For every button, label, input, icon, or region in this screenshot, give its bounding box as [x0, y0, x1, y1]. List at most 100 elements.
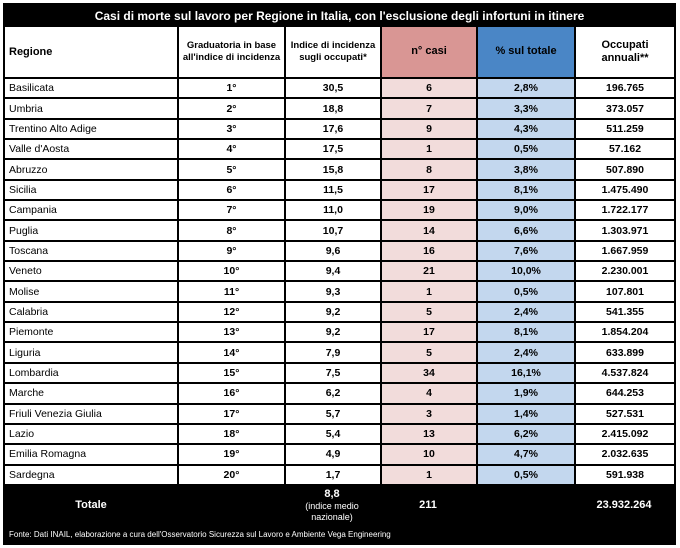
- region-name-cell: Calabria: [9, 305, 49, 318]
- incidence-index-cell: 9,6: [284, 241, 380, 261]
- totals-indice-note: (indice medio nazionale): [305, 501, 359, 522]
- percent-total-cell: 3,3%: [476, 99, 574, 118]
- totals-indice-cell: 8,8 (indice medio nazionale): [284, 484, 380, 526]
- table-row: Toscana 9° 9,6 16 7,6% 1.667.959: [5, 241, 674, 263]
- cases-count-cell: 13: [380, 424, 476, 444]
- cases-count-cell: 17: [380, 323, 476, 342]
- cases-count-cell: 5: [380, 343, 476, 362]
- region-name-cell: Molise: [9, 285, 40, 298]
- column-header-graduatoria: Graduatoria in base all'indice di incide…: [177, 27, 284, 77]
- rank-cell: 17°: [177, 404, 284, 423]
- table-row: Friuli Venezia Giulia 17° 5,7 3 1,4% 527.531: [5, 404, 674, 425]
- incidence-index-cell: 9,2: [284, 302, 380, 322]
- table-row: Marche 16° 6,2 4 1,9% 644.253: [5, 384, 674, 405]
- rank-cell: 5°: [177, 160, 284, 179]
- table-row: Basilicata 1° 30,5 6 2,8% 196.765: [5, 79, 674, 100]
- table-row: Sardegna 20° 1,7 1 0,5% 591.938: [5, 465, 674, 484]
- incidence-index-cell: 17,5: [284, 140, 380, 159]
- totals-row: Totale 8,8 (indice medio nazionale) 211 …: [5, 484, 674, 526]
- table-row: Piemonte 13° 9,2 17 8,1% 1.854.204: [5, 323, 674, 344]
- rank-cell: 3°: [177, 119, 284, 139]
- incidence-index-cell: 11,5: [284, 180, 380, 200]
- cases-count-cell: 19: [380, 201, 476, 220]
- table-row: Puglia 8° 10,7 14 6,6% 1.303.971: [5, 221, 674, 242]
- cases-count-cell: 1: [380, 140, 476, 159]
- percent-total-cell: 9,0%: [476, 201, 574, 220]
- region-name-cell: Piemonte: [9, 326, 54, 339]
- annual-employed-cell: 527.531: [574, 404, 674, 423]
- table-row: Molise 11° 9,3 1 0,5% 107.801: [5, 282, 674, 303]
- rank-cell: 6°: [177, 180, 284, 200]
- rank-cell: 12°: [177, 302, 284, 322]
- incidence-index-cell: 9,3: [284, 282, 380, 301]
- annual-employed-cell: 644.253: [574, 384, 674, 403]
- incidence-index-cell: 6,2: [284, 384, 380, 403]
- annual-employed-cell: 591.938: [574, 465, 674, 484]
- rank-cell: 8°: [177, 221, 284, 240]
- cases-count-cell: 10: [380, 445, 476, 464]
- cases-count-cell: 8: [380, 160, 476, 179]
- incidence-index-cell: 5,4: [284, 424, 380, 444]
- totals-casi-value: 211: [419, 499, 437, 511]
- region-name-cell: Trentino Alto Adige: [9, 122, 97, 135]
- annual-employed-cell: 1.667.959: [574, 241, 674, 261]
- region-name-cell: Lombardia: [9, 366, 59, 379]
- table-row: Valle d'Aosta 4° 17,5 1 0,5% 57.162: [5, 140, 674, 161]
- annual-employed-cell: 511.259: [574, 119, 674, 139]
- rank-cell: 14°: [177, 343, 284, 362]
- column-header-n-casi: n° casi: [380, 27, 476, 77]
- incidence-index-cell: 11,0: [284, 201, 380, 220]
- cases-count-cell: 1: [380, 465, 476, 484]
- totals-indice-value: 8,8: [324, 488, 340, 501]
- percent-total-cell: 2,4%: [476, 343, 574, 362]
- column-header-regione: Regione: [9, 46, 53, 58]
- annual-employed-cell: 4.537.824: [574, 363, 674, 383]
- totals-occupati-value: 23.932.264: [596, 499, 652, 511]
- cases-count-cell: 6: [380, 79, 476, 98]
- table-row: Lombardia 15° 7,5 34 16,1% 4.537.824: [5, 363, 674, 385]
- table-row: Emilia Romagna 19° 4,9 10 4,7% 2.032.635: [5, 445, 674, 466]
- rank-cell: 13°: [177, 323, 284, 342]
- annual-employed-cell: 373.057: [574, 99, 674, 118]
- region-name-cell: Basilicata: [9, 82, 54, 95]
- percent-total-cell: 2,4%: [476, 302, 574, 322]
- percent-total-cell: 6,6%: [476, 221, 574, 240]
- incidence-index-cell: 18,8: [284, 99, 380, 118]
- region-name-cell: Umbria: [9, 102, 43, 115]
- annual-employed-cell: 107.801: [574, 282, 674, 301]
- percent-total-cell: 1,4%: [476, 404, 574, 423]
- cases-count-cell: 17: [380, 180, 476, 200]
- source-note: Fonte: Dati INAIL, elaborazione a cura d…: [5, 526, 674, 543]
- table-row: Veneto 10° 9,4 21 10,0% 2.230.001: [5, 262, 674, 283]
- cases-count-cell: 16: [380, 241, 476, 261]
- rank-cell: 10°: [177, 262, 284, 281]
- annual-employed-cell: 507.890: [574, 160, 674, 179]
- annual-employed-cell: 1.475.490: [574, 180, 674, 200]
- region-name-cell: Toscana: [9, 244, 49, 257]
- incidence-index-cell: 9,4: [284, 262, 380, 281]
- percent-total-cell: 2,8%: [476, 79, 574, 98]
- column-header-indice-incidenza: Indice di incidenza sugli occupati*: [284, 27, 380, 77]
- table-row: Sicilia 6° 11,5 17 8,1% 1.475.490: [5, 180, 674, 202]
- region-name-cell: Veneto: [9, 265, 42, 278]
- table-row: Trentino Alto Adige 3° 17,6 9 4,3% 511.259: [5, 119, 674, 141]
- percent-total-cell: 10,0%: [476, 262, 574, 281]
- percent-total-cell: 8,1%: [476, 180, 574, 200]
- table-row: Campania 7° 11,0 19 9,0% 1.722.177: [5, 201, 674, 222]
- annual-employed-cell: 1.303.971: [574, 221, 674, 240]
- incidence-index-cell: 9,2: [284, 323, 380, 342]
- percent-total-cell: 4,3%: [476, 119, 574, 139]
- totals-label: Totale: [75, 499, 107, 511]
- rank-cell: 18°: [177, 424, 284, 444]
- region-name-cell: Campania: [9, 204, 57, 217]
- incidence-index-cell: 7,9: [284, 343, 380, 362]
- region-name-cell: Marche: [9, 387, 45, 400]
- percent-total-cell: 3,8%: [476, 160, 574, 179]
- rank-cell: 2°: [177, 99, 284, 118]
- rank-cell: 1°: [177, 79, 284, 98]
- percent-total-cell: 1,9%: [476, 384, 574, 403]
- rank-cell: 20°: [177, 465, 284, 484]
- region-name-cell: Lazio: [9, 428, 35, 441]
- table-header-row: Regione Graduatoria in base all'indice d…: [5, 27, 674, 79]
- incidence-index-cell: 5,7: [284, 404, 380, 423]
